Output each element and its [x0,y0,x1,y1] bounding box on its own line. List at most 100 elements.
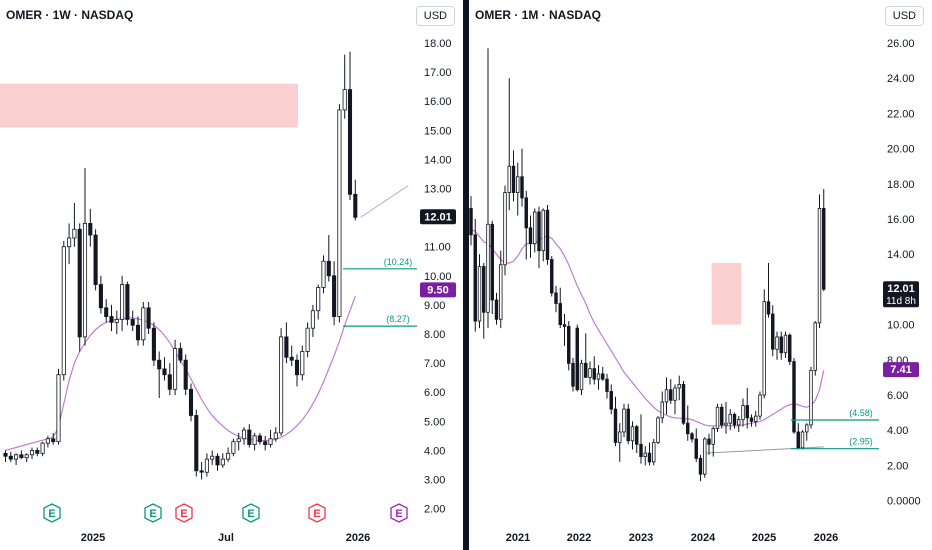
weekly-candle-59 [316,284,321,320]
monthly-candle-body-65 [745,405,749,419]
monthly-candle-10 [511,150,516,202]
monthly-candle-body-40 [639,443,643,457]
weekly-earnings-label-4: E [313,508,320,520]
monthly-candle-69 [762,289,766,399]
weekly-x-tick-0: 2025 [81,532,105,544]
weekly-candle-body-13 [72,228,77,239]
weekly-price-tag-text-0: 12.01 [424,211,452,223]
weekly-candle-30 [162,357,167,381]
monthly-candle-76 [792,358,796,434]
weekly-candle-body-26 [141,307,146,341]
monthly-chart-title: OMER · 1M · NASDAQ [475,8,601,22]
monthly-candle-31 [601,366,605,381]
monthly-candle-24 [571,358,575,392]
monthly-candle-46 [664,377,669,415]
weekly-candle-body-7 [40,442,45,454]
monthly-candle-body-0 [469,208,473,236]
monthly-candle-72 [775,331,779,360]
weekly-candle-body-5 [29,449,35,456]
weekly-candle-body-17 [93,234,98,285]
monthly-candle-3 [482,263,486,339]
monthly-chart-panel[interactable]: 26.0024.0022.0020.0018.0016.0014.0012.00… [469,0,932,550]
monthly-candle-body-81 [813,322,817,371]
monthly-candle-79 [805,423,809,441]
weekly-candle-47 [252,432,257,451]
weekly-earnings-icon-3 [242,503,260,523]
weekly-candle-body-35 [188,388,194,416]
weekly-candle-body-1 [8,455,13,460]
monthly-candle-36 [622,403,626,438]
monthly-candle-41 [643,446,647,466]
monthly-candle-body-32 [605,378,609,392]
monthly-candle-body-36 [622,408,626,433]
weekly-candle-18 [98,275,103,314]
monthly-price-tag-0 [883,281,919,308]
monthly-candle-body-82 [817,208,822,324]
monthly-candle-body-70 [766,301,771,315]
monthly-candle-17 [541,208,545,262]
monthly-candle-body-49 [677,384,681,389]
monthly-candle-body-1 [473,234,477,322]
monthly-candle-body-2 [477,266,482,322]
monthly-price-tag-text-0: 12.01 [887,283,915,295]
weekly-currency-button[interactable]: USD [415,6,455,26]
monthly-currency-button[interactable]: USD [884,6,924,26]
panel-divider[interactable] [463,0,469,550]
weekly-candle-body-9 [51,438,56,443]
weekly-candle-55 [294,354,300,387]
monthly-candle-body-83 [822,208,826,290]
weekly-candle-body-36 [194,415,199,472]
weekly-candle-body-63 [337,109,342,317]
weekly-candle-44 [236,432,241,451]
monthly-candle-body-72 [775,336,779,350]
monthly-candle-74 [783,331,788,359]
monthly-candle-body-18 [545,209,550,260]
weekly-candle-body-52 [279,336,284,434]
monthly-x-tick-3: 2024 [691,532,716,544]
weekly-candle-body-12 [67,237,72,248]
weekly-candle-11 [61,240,66,381]
weekly-candle-body-6 [35,449,40,454]
monthly-candle-21 [558,287,562,329]
weekly-y-tick-7: 11.00 [424,242,451,254]
monthly-candle-44 [656,416,660,445]
monthly-y-tick-0: 26.00 [887,38,915,50]
weekly-y-tick-5: 13.00 [424,184,452,196]
monthly-candle-body-10 [511,165,516,193]
weekly-zone-0 [0,83,298,128]
monthly-y-tick-2: 22.00 [887,108,915,120]
weekly-candle-body-46 [247,429,252,445]
monthly-candle-66 [749,414,754,427]
monthly-candle-26 [579,359,584,395]
monthly-candle-body-17 [541,209,545,252]
monthly-x-tick-2: 2023 [629,532,653,544]
monthly-candle-body-52 [690,433,694,440]
monthly-chart-canvas[interactable]: 26.0024.0022.0020.0018.0016.0014.0012.00… [469,0,932,550]
weekly-candle-body-18 [98,284,103,309]
monthly-x-tick-5: 2026 [814,532,838,544]
weekly-candle-body-28 [151,327,156,361]
monthly-candle-64 [741,398,745,427]
weekly-chart-canvas[interactable]: 18.0017.0016.0015.0014.0013.0012.0011.00… [0,0,463,550]
weekly-candle-34 [183,354,188,396]
weekly-earnings-label-1: E [149,508,156,520]
weekly-candle-body-19 [104,307,109,317]
monthly-zone-0 [711,263,742,325]
weekly-candle-48 [257,432,262,445]
monthly-candle-body-37 [626,408,630,442]
weekly-candle-body-3 [19,454,24,459]
monthly-candle-32 [605,373,609,399]
weekly-chart-panel[interactable]: 18.0017.0016.0015.0014.0013.0012.0011.00… [0,0,463,550]
weekly-candle-body-11 [61,246,66,376]
monthly-candle-body-7 [499,264,503,320]
weekly-candle-43 [231,438,236,457]
monthly-candle-body-56 [707,438,711,445]
weekly-candle-body-31 [167,374,172,390]
monthly-x-tick-4: 2025 [752,532,776,544]
monthly-candle-22 [562,314,567,346]
monthly-candle-43 [652,439,656,466]
monthly-candle-62 [732,412,737,429]
weekly-candle-body-59 [316,287,321,312]
monthly-candle-34 [613,396,618,447]
monthly-candle-25 [575,324,579,392]
